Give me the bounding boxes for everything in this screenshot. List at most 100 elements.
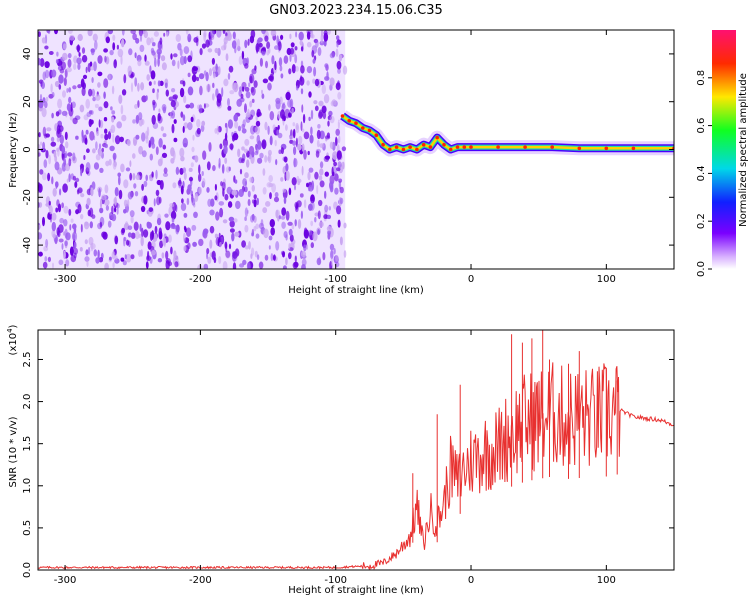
noise-speck — [114, 255, 118, 261]
noise-speck — [126, 139, 131, 147]
noise-speck — [105, 36, 111, 44]
noise-speck — [171, 123, 175, 134]
noise-speck — [318, 100, 324, 107]
noise-speck — [180, 203, 187, 211]
noise-speck — [337, 161, 342, 169]
noise-speck — [310, 242, 314, 249]
noise-speck — [147, 250, 150, 261]
noise-speck — [216, 30, 222, 38]
noise-speck — [294, 54, 298, 64]
noise-speck — [175, 34, 181, 42]
noise-speck — [177, 60, 180, 69]
exponent-power: 4 — [6, 328, 14, 333]
noise-speck — [227, 201, 233, 208]
noise-speck — [111, 116, 115, 123]
noise-speck — [232, 262, 237, 269]
noise-speck — [112, 42, 116, 51]
noise-speck — [104, 143, 108, 149]
noise-speck — [58, 259, 64, 266]
noise-speck — [135, 134, 140, 140]
noise-speck — [134, 52, 137, 59]
noise-speck — [61, 110, 68, 116]
noise-speck — [253, 194, 257, 200]
noise-speck — [68, 87, 72, 93]
noise-speck — [171, 217, 175, 223]
noise-speck — [339, 236, 343, 246]
noise-speck — [65, 232, 71, 241]
noise-speck — [337, 92, 342, 100]
noise-speck — [300, 210, 303, 219]
track-point — [448, 147, 453, 152]
noise-speck — [99, 167, 104, 173]
noise-speck — [183, 95, 187, 104]
noise-speck — [51, 221, 56, 232]
noise-speck — [99, 207, 104, 214]
noise-speck — [180, 111, 184, 118]
noise-speck — [42, 97, 46, 103]
noise-speck — [44, 101, 48, 109]
noise-speck — [187, 242, 191, 250]
noise-speck — [312, 58, 316, 64]
noise-speck — [284, 108, 290, 119]
noise-speck — [59, 188, 62, 196]
noise-speck — [73, 247, 79, 255]
track-point — [577, 146, 582, 151]
noise-speck — [206, 187, 210, 193]
noise-speck — [103, 48, 108, 53]
noise-speck — [57, 230, 61, 238]
noise-speck — [114, 235, 119, 245]
x-tick-label: 100 — [597, 575, 616, 586]
noise-speck — [129, 172, 133, 181]
noise-speck — [298, 31, 304, 41]
noise-speck — [196, 76, 200, 82]
noise-speck — [87, 209, 92, 217]
snr-panel: -300 -200 -100 0 100 0.0 0.5 1.0 1.5 2.0 2.5 Heig… — [6, 324, 675, 596]
noise-speck — [84, 239, 88, 245]
noise-speck — [208, 68, 213, 77]
noise-speck — [112, 152, 117, 161]
noise-speck — [144, 60, 150, 66]
noise-speck — [306, 80, 310, 86]
noise-speck — [215, 211, 220, 221]
noise-speck — [205, 71, 209, 82]
noise-speck — [318, 199, 323, 207]
noise-speck — [319, 180, 325, 188]
noise-speck — [67, 53, 72, 59]
noise-speck — [70, 218, 74, 223]
noise-speck — [322, 252, 326, 261]
noise-speck — [228, 243, 232, 250]
track-point — [631, 146, 636, 151]
noise-speck — [216, 93, 222, 104]
noise-speck — [336, 150, 342, 160]
noise-speck — [120, 257, 125, 262]
noise-speck — [45, 133, 50, 138]
noise-speck — [75, 177, 80, 183]
noise-speck — [72, 85, 77, 90]
noise-speck — [112, 160, 117, 170]
noise-speck — [327, 214, 331, 220]
noise-speck — [151, 114, 156, 125]
noise-speck — [222, 30, 226, 35]
noise-speck — [269, 135, 273, 146]
noise-speck — [209, 30, 215, 38]
y-tick-label: 0.5 — [22, 520, 33, 536]
noise-speck — [256, 197, 260, 206]
noise-speck — [341, 161, 345, 169]
noise-speck — [242, 178, 248, 187]
noise-speck — [198, 104, 203, 114]
noise-speck — [38, 152, 41, 157]
noise-speck — [174, 261, 179, 268]
noise-speck — [223, 78, 229, 87]
noise-speck — [321, 84, 326, 95]
noise-speck — [160, 126, 164, 132]
noise-speck — [323, 94, 330, 104]
noise-speck — [154, 225, 158, 234]
noise-speck — [266, 49, 270, 56]
noise-speck — [297, 143, 302, 151]
noise-speck — [179, 147, 185, 158]
noise-speck — [310, 194, 315, 204]
noise-speck — [225, 251, 231, 259]
noise-speck — [94, 103, 99, 109]
noise-speck — [288, 68, 292, 75]
noise-speck — [168, 234, 172, 243]
